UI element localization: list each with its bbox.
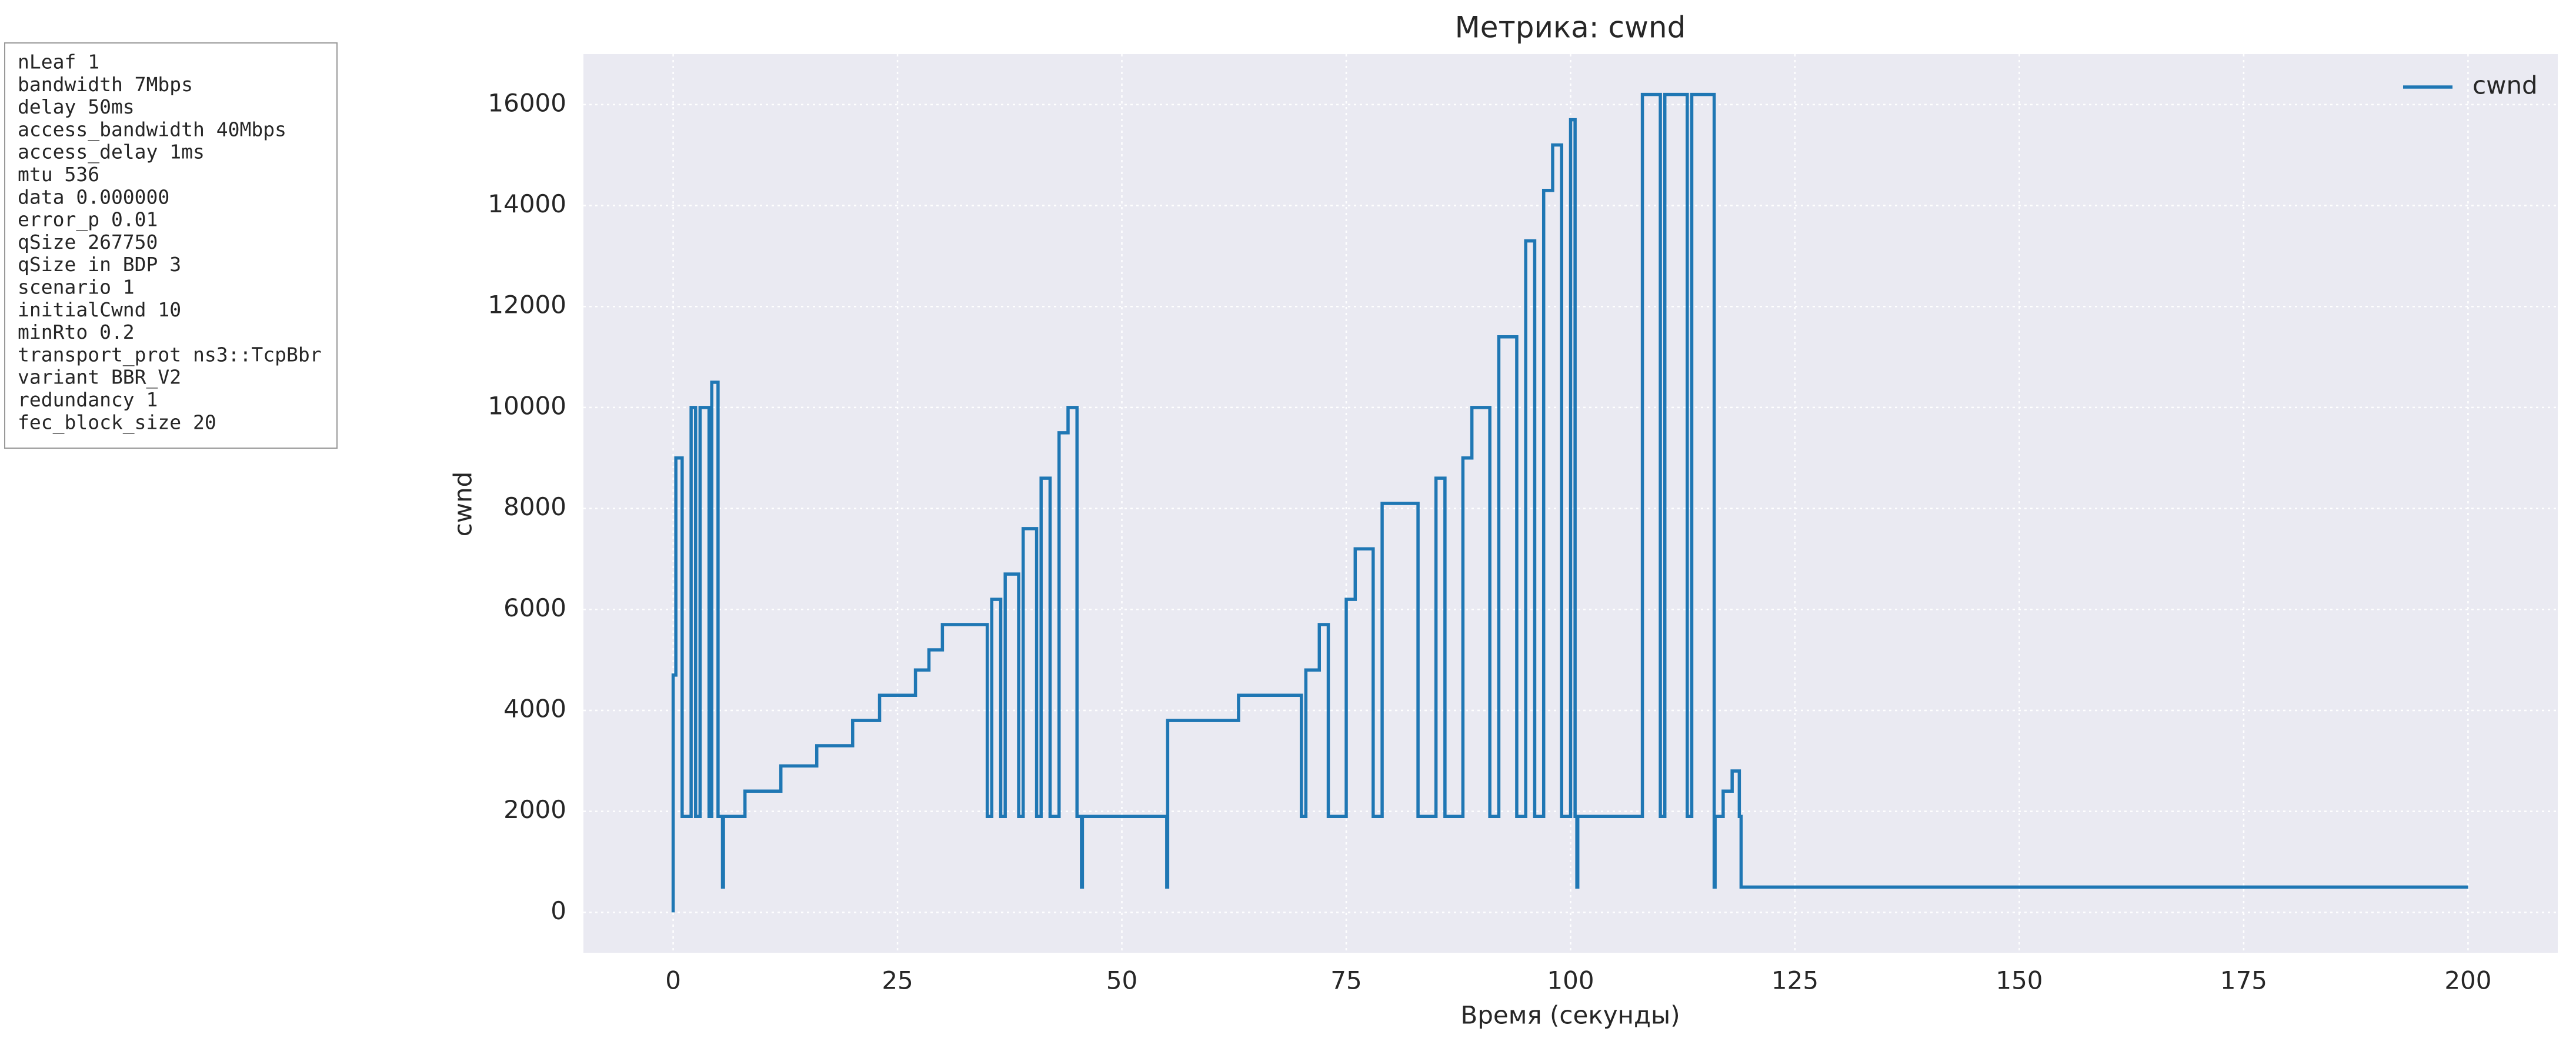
annotation-line: scenario 1 — [18, 276, 135, 299]
annotation-line: delay 50ms — [18, 95, 135, 118]
annotation-box — [4, 42, 338, 449]
annotation-line: error_p 0.01 — [18, 208, 158, 232]
y-tick-label: 12000 — [488, 291, 566, 319]
x-tick-label: 100 — [1547, 966, 1594, 995]
annotation-line: access_delay 1ms — [18, 141, 205, 164]
annotation-line: access_bandwidth 40Mbps — [18, 118, 286, 141]
x-tick-label: 25 — [882, 966, 913, 995]
annotation-line: qSize in BDP 3 — [18, 253, 181, 276]
y-axis-label: cwnd — [449, 472, 478, 537]
x-axis-label: Время (секунды) — [1460, 1001, 1680, 1030]
y-tick-label: 6000 — [503, 593, 566, 622]
annotation-line: initialCwnd 10 — [18, 298, 181, 321]
legend-label: cwnd — [2472, 71, 2538, 100]
y-tick-label: 16000 — [488, 88, 566, 117]
annotation-line: redundancy 1 — [18, 388, 158, 411]
annotation-line: nLeaf 1 — [18, 51, 99, 74]
x-tick-label: 125 — [1771, 966, 1818, 995]
x-tick-label: 0 — [665, 966, 681, 995]
x-tick-label: 200 — [2444, 966, 2491, 995]
y-tick-label: 8000 — [503, 492, 566, 521]
y-tick-label: 2000 — [503, 795, 566, 824]
x-tick-label: 50 — [1106, 966, 1137, 995]
annotation-line: minRto 0.2 — [18, 321, 135, 343]
annotation-line: bandwidth 7Mbps — [18, 73, 193, 96]
annotation-line: qSize 267750 — [18, 231, 158, 253]
y-tick-label: 14000 — [488, 189, 566, 218]
y-tick-label: 4000 — [503, 694, 566, 723]
chart-title: Метрика: cwnd — [1455, 11, 1686, 45]
annotation-line: data 0.000000 — [18, 185, 169, 208]
x-tick-label: 150 — [1996, 966, 2043, 995]
annotation-line: variant BBR_V2 — [18, 366, 181, 389]
x-tick-label: 75 — [1330, 966, 1362, 995]
data-line — [671, 92, 2468, 913]
y-tick-label: 10000 — [488, 391, 566, 420]
annotation-line: transport_prot ns3::TcpBbr — [18, 343, 322, 366]
y-tick-label: 0 — [550, 896, 566, 925]
annotation-line: fec_block_size 20 — [18, 410, 216, 434]
x-tick-label: 175 — [2220, 966, 2267, 995]
annotation-line: mtu 536 — [18, 163, 99, 186]
